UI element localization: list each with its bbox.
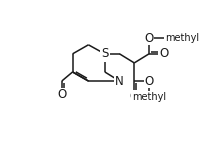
Text: O: O: [144, 75, 154, 87]
Text: methyl: methyl: [165, 33, 199, 43]
Text: methyl: methyl: [132, 92, 166, 102]
Text: O: O: [57, 88, 66, 101]
Text: O: O: [159, 47, 168, 60]
Text: O: O: [130, 90, 139, 103]
Text: S: S: [101, 47, 108, 60]
Text: N: N: [115, 75, 124, 87]
Text: O: O: [144, 31, 154, 45]
